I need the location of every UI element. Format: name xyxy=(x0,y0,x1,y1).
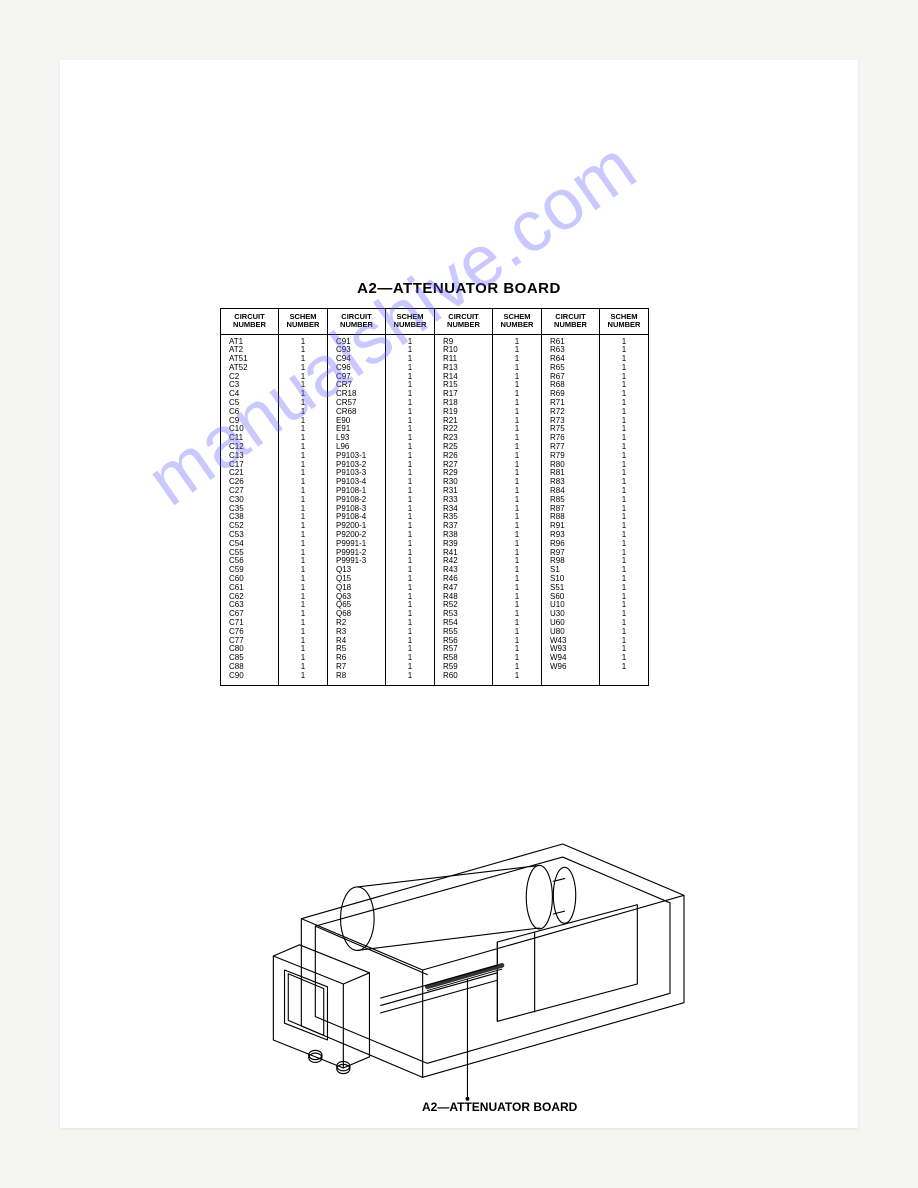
table-row: C351P9108-31R341R871 xyxy=(221,505,649,514)
manual-page: A2—ATTENUATOR BOARD CIRCUITNUMBER SCHEMN… xyxy=(60,60,858,1128)
schem-number-cell: 1 xyxy=(600,663,649,672)
table-row: AT511C941R111R641 xyxy=(221,355,649,364)
table-row: C881R71R591W961 xyxy=(221,663,649,672)
table-row: C31CR71R151R681 xyxy=(221,381,649,390)
circuit-number-cell: R8 xyxy=(328,672,386,685)
table-row: C261P9103-41R301R831 xyxy=(221,478,649,487)
circuit-number-cell: W96 xyxy=(542,663,600,672)
col-header: CIRCUITNUMBER xyxy=(542,309,600,335)
table-row: C271P9108-11R311R841 xyxy=(221,487,649,496)
table-row: C131P9103-11R261R791 xyxy=(221,452,649,461)
table-row: C61CR681R191R721 xyxy=(221,408,649,417)
circuit-number-cell xyxy=(542,672,600,685)
table-row: C211P9103-31R291R811 xyxy=(221,469,649,478)
col-header: SCHEMNUMBER xyxy=(493,309,542,335)
col-header: SCHEMNUMBER xyxy=(279,309,328,335)
table-row: C771R41R561W431 xyxy=(221,637,649,646)
schem-number-cell: 1 xyxy=(386,672,435,685)
table-row: C171P9103-21R271R801 xyxy=(221,461,649,470)
table-row: C541P9991-11R391R961 xyxy=(221,540,649,549)
circuit-number-cell: R60 xyxy=(435,672,493,685)
table-row: C601Q151R461S101 xyxy=(221,575,649,584)
table-row: C611Q181R471S511 xyxy=(221,584,649,593)
component-reference-table: CIRCUITNUMBER SCHEMNUMBER CIRCUITNUMBER … xyxy=(220,308,649,686)
schem-number-cell xyxy=(600,672,649,685)
table-row: C21C971R141R671 xyxy=(221,373,649,382)
table-row: C901R81R601 xyxy=(221,672,649,685)
table-title: A2—ATTENUATOR BOARD xyxy=(60,280,858,297)
table-row: C591Q131R431S11 xyxy=(221,566,649,575)
col-header: CIRCUITNUMBER xyxy=(328,309,386,335)
table-row: C111L931R231R761 xyxy=(221,434,649,443)
table-header: CIRCUITNUMBER SCHEMNUMBER CIRCUITNUMBER … xyxy=(221,309,649,335)
oscilloscope-diagram xyxy=(200,830,720,1110)
table-row: C551P9991-21R411R971 xyxy=(221,549,649,558)
table-row: C711R21R541U601 xyxy=(221,619,649,628)
table-row: C121L961R251R771 xyxy=(221,443,649,452)
table-row: C381P9108-41R351R881 xyxy=(221,513,649,522)
table-row: C521P9200-11R371R911 xyxy=(221,522,649,531)
table-row: C561P9991-31R421R981 xyxy=(221,557,649,566)
col-header: SCHEMNUMBER xyxy=(600,309,649,335)
circuit-number-cell: C90 xyxy=(221,672,279,685)
schem-number-cell: 1 xyxy=(279,672,328,685)
table-body: AT11C911R91R611AT21C931R101R631AT511C941… xyxy=(221,334,649,685)
col-header: SCHEMNUMBER xyxy=(386,309,435,335)
table-row: C671Q681R531U301 xyxy=(221,610,649,619)
table-row: AT521C961R131R651 xyxy=(221,364,649,373)
table-row: C801R51R571W931 xyxy=(221,645,649,654)
diagram-callout-label: A2—ATTENUATOR BOARD xyxy=(422,1100,577,1114)
col-header: CIRCUITNUMBER xyxy=(435,309,493,335)
table-row: C51CR571R181R711 xyxy=(221,399,649,408)
table-row: C851R61R581W941 xyxy=(221,654,649,663)
table-row: C531P9200-21R381R931 xyxy=(221,531,649,540)
table-row: AT21C931R101R631 xyxy=(221,346,649,355)
table-row: C91E901R211R731 xyxy=(221,417,649,426)
table-row: C101E911R221R751 xyxy=(221,425,649,434)
table-row: C631Q651R521U101 xyxy=(221,601,649,610)
schem-number-cell: 1 xyxy=(493,672,542,685)
col-header: CIRCUITNUMBER xyxy=(221,309,279,335)
table-row: AT11C911R91R611 xyxy=(221,334,649,346)
table-row: C621Q631R481S601 xyxy=(221,593,649,602)
table-row: C301P9108-21R331R851 xyxy=(221,496,649,505)
table-row: C41CR181R171R691 xyxy=(221,390,649,399)
table-row: C761R31R551U801 xyxy=(221,628,649,637)
